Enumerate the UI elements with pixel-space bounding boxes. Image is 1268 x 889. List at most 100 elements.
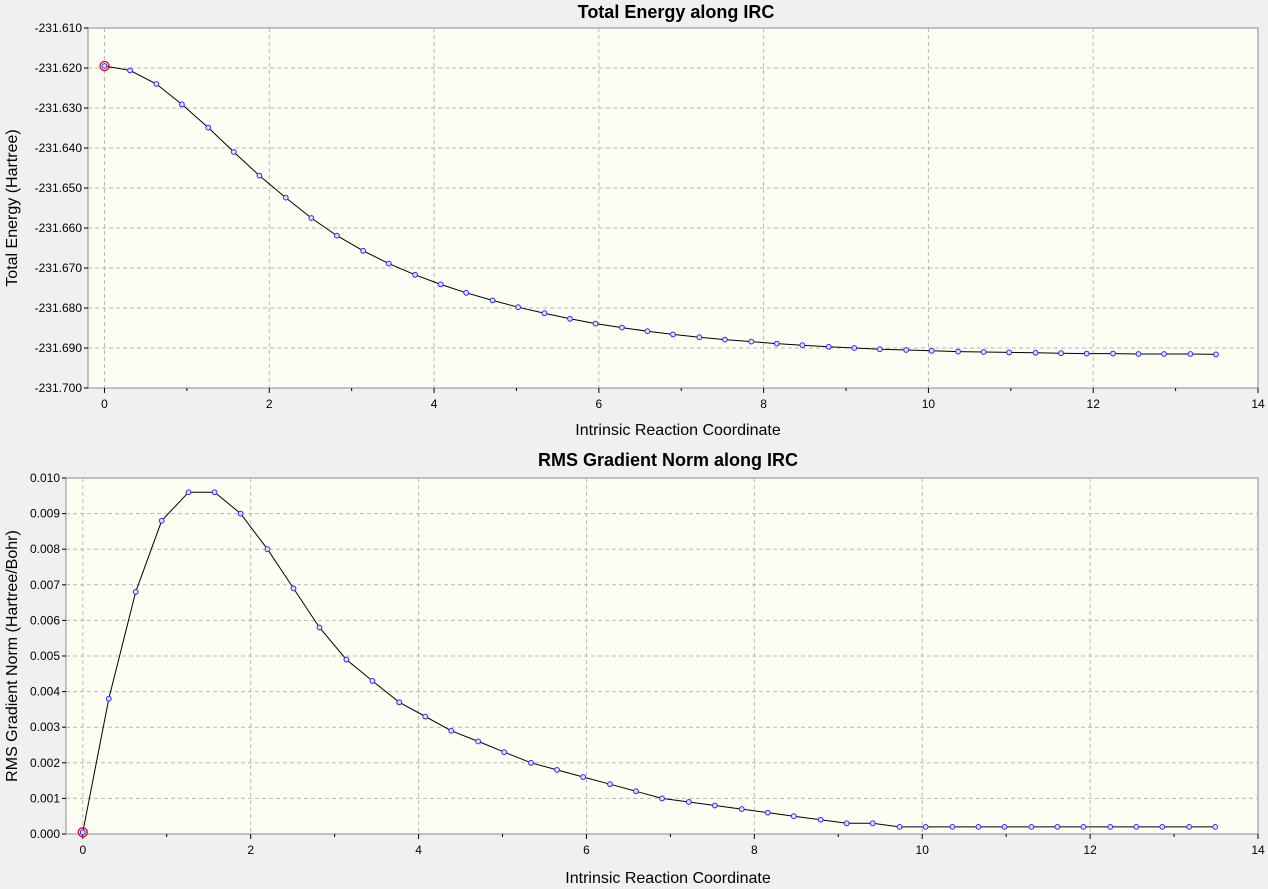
gradient-data-point[interactable]: [764, 809, 771, 816]
gradient-data-point[interactable]: [922, 823, 929, 830]
energy-x-axis-label: Intrinsic Reaction Coordinate: [575, 422, 781, 439]
gradient-data-point[interactable]: [1028, 823, 1035, 830]
energy-data-point[interactable]: [437, 281, 444, 288]
energy-data-point[interactable]: [1032, 349, 1039, 356]
gradient-data-point[interactable]: [158, 517, 165, 524]
energy-data-point[interactable]: [1006, 349, 1013, 356]
gradient-y-tick-label: 0.007: [30, 578, 60, 592]
gradient-data-point[interactable]: [869, 820, 876, 827]
energy-data-point[interactable]: [567, 315, 573, 322]
gradient-data-point[interactable]: [501, 749, 508, 756]
gradient-data-point[interactable]: [1001, 823, 1008, 830]
gradient-data-point[interactable]: [1107, 823, 1114, 830]
gradient-data-point[interactable]: [343, 656, 350, 663]
energy-data-point[interactable]: [541, 310, 548, 317]
energy-data-point[interactable]: [825, 343, 832, 350]
gradient-data-point[interactable]: [185, 489, 192, 496]
energy-data-point[interactable]: [876, 346, 883, 353]
energy-data-point[interactable]: [903, 347, 910, 353]
energy-data-point[interactable]: [333, 232, 340, 239]
energy-data-point[interactable]: [928, 347, 935, 354]
energy-data-point[interactable]: [1135, 351, 1142, 357]
energy-data-point[interactable]: [463, 289, 470, 296]
gradient-data-point[interactable]: [290, 585, 297, 592]
energy-data-point[interactable]: [205, 124, 212, 131]
energy-data-point[interactable]: [282, 194, 289, 201]
energy-current-point-ring[interactable]: [99, 60, 110, 72]
energy-data-point[interactable]: [308, 215, 315, 221]
gradient-data-point[interactable]: [475, 738, 482, 745]
energy-data-point[interactable]: [799, 342, 806, 349]
gradient-data-point[interactable]: [580, 774, 586, 780]
energy-data-point[interactable]: [230, 149, 237, 155]
energy-data-point[interactable]: [722, 336, 728, 343]
gradient-data-point[interactable]: [975, 823, 982, 830]
energy-data-point[interactable]: [179, 101, 185, 108]
gradient-data-point[interactable]: [1080, 823, 1087, 830]
gradient-data-point[interactable]: [711, 802, 718, 809]
energy-data-point[interactable]: [515, 304, 521, 311]
gradient-current-point-ring[interactable]: [77, 827, 88, 838]
gradient-data-point[interactable]: [448, 727, 455, 734]
gradient-data-point[interactable]: [79, 829, 86, 836]
gradient-data-point[interactable]: [237, 510, 244, 517]
gradient-data-point[interactable]: [264, 546, 271, 553]
gradient-data-point[interactable]: [422, 713, 429, 720]
gradient-data-point[interactable]: [316, 624, 323, 631]
gradient-data-point[interactable]: [554, 767, 560, 773]
gradient-data-point[interactable]: [1054, 823, 1061, 830]
gradient-x-ticks: 0 2 4 6 8 10 12 14: [79, 834, 1265, 857]
energy-data-point[interactable]: [153, 81, 160, 87]
energy-data-point[interactable]: [1110, 350, 1116, 357]
energy-data-point[interactable]: [127, 67, 133, 74]
gradient-data-point[interactable]: [685, 799, 692, 805]
energy-y-axis-label: Total Energy (Hartree): [4, 129, 21, 286]
energy-data-point[interactable]: [1058, 350, 1064, 357]
gradient-data-point[interactable]: [817, 816, 824, 823]
gradient-data-point[interactable]: [1186, 823, 1193, 830]
energy-data-point[interactable]: [592, 320, 599, 327]
gradient-data-point[interactable]: [896, 823, 903, 830]
gradient-data-point[interactable]: [105, 695, 112, 702]
gradient-data-point[interactable]: [738, 806, 745, 812]
gradient-data-point[interactable]: [1133, 823, 1140, 830]
energy-y-tick-label: -231.620: [35, 61, 83, 75]
gradient-data-point[interactable]: [1212, 823, 1219, 830]
gradient-data-point[interactable]: [369, 678, 376, 684]
energy-x-tick-label: 0: [101, 397, 108, 411]
gradient-data-point[interactable]: [1159, 823, 1166, 830]
gradient-data-point[interactable]: [607, 781, 613, 788]
energy-data-point[interactable]: [101, 63, 108, 69]
energy-data-point[interactable]: [360, 247, 367, 254]
energy-data-point[interactable]: [1083, 350, 1090, 357]
gradient-data-point[interactable]: [633, 788, 639, 795]
gradient-y-tick-label: 0.001: [30, 791, 60, 805]
energy-data-point[interactable]: [851, 345, 858, 351]
energy-data-point[interactable]: [955, 348, 961, 355]
energy-data-point[interactable]: [1161, 351, 1167, 357]
gradient-data-point[interactable]: [528, 759, 534, 766]
energy-data-point[interactable]: [256, 172, 263, 179]
energy-data-point[interactable]: [696, 334, 703, 341]
energy-data-point[interactable]: [489, 297, 496, 304]
gradient-data-point[interactable]: [396, 699, 403, 706]
energy-data-point[interactable]: [773, 340, 780, 347]
energy-data-point[interactable]: [412, 271, 419, 278]
energy-data-point[interactable]: [980, 349, 987, 355]
energy-data-point[interactable]: [385, 260, 392, 267]
gradient-data-point[interactable]: [211, 489, 218, 496]
gradient-data-point[interactable]: [132, 589, 139, 595]
gradient-data-point[interactable]: [949, 823, 956, 830]
gradient-data-point[interactable]: [659, 795, 665, 802]
gradient-data-point[interactable]: [843, 820, 850, 827]
energy-data-point[interactable]: [1187, 351, 1194, 357]
energy-data-point[interactable]: [748, 338, 755, 345]
energy-data-point[interactable]: [619, 324, 625, 331]
gradient-x-tick-label: 0: [79, 843, 86, 857]
energy-data-point[interactable]: [670, 331, 676, 338]
energy-data-point[interactable]: [1213, 351, 1219, 358]
gradient-data-point[interactable]: [790, 813, 797, 820]
energy-data-point[interactable]: [644, 328, 651, 335]
gradient-y-axis-label: RMS Gradient Norm (Hartree/Bohr): [4, 530, 21, 782]
energy-x-tick-label: 2: [266, 397, 273, 411]
